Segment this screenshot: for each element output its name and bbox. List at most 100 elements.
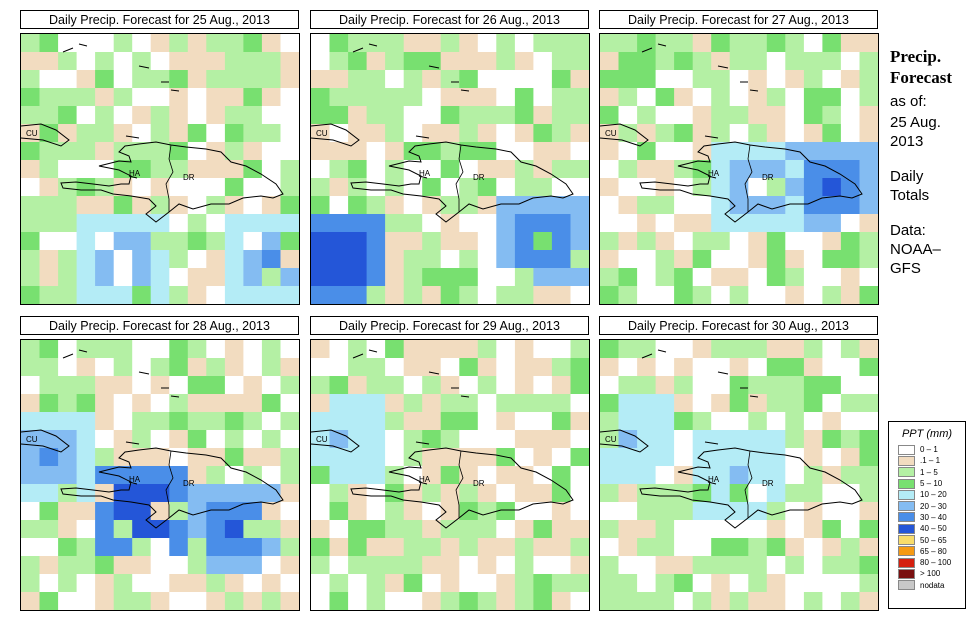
precip-cell	[280, 52, 299, 71]
precip-cell	[261, 268, 281, 287]
precip-cell	[113, 466, 133, 485]
precip-cell	[243, 286, 263, 304]
precip-cell	[329, 484, 349, 503]
precip-cell	[496, 520, 516, 539]
precip-cell	[803, 376, 823, 395]
precip-cell	[840, 430, 860, 449]
precip-cell	[766, 520, 786, 539]
precip-cell	[533, 106, 553, 125]
precip-cell	[803, 556, 823, 575]
precip-cell	[169, 502, 189, 521]
precip-cell	[206, 556, 226, 575]
precip-cell	[422, 574, 442, 593]
precip-cell	[261, 430, 281, 449]
precip-cell	[674, 196, 694, 215]
precip-cell	[261, 412, 281, 431]
legend-item: 20 – 30	[898, 500, 965, 512]
precip-cell	[514, 268, 534, 287]
precip-cell	[785, 466, 805, 485]
gonave-outline	[418, 481, 428, 485]
precip-cell	[187, 484, 207, 503]
precip-cell	[440, 34, 460, 53]
legend-label: 10 – 20	[920, 490, 947, 500]
precip-cell	[674, 448, 694, 467]
precip-cell	[570, 232, 589, 251]
precip-cell	[76, 88, 96, 107]
precip-cell	[692, 592, 712, 610]
precip-cell	[243, 70, 263, 89]
precip-cell	[822, 520, 842, 539]
precip-cell	[39, 214, 59, 233]
precip-cell	[403, 340, 423, 359]
precip-cell	[600, 448, 619, 467]
precip-cell	[459, 358, 479, 377]
precip-cell	[21, 394, 40, 413]
map-svg: CU HA DR	[21, 34, 299, 304]
precip-cell	[551, 574, 571, 593]
precip-cell	[477, 592, 497, 610]
precip-cell	[748, 214, 768, 233]
precip-cell	[206, 106, 226, 125]
precip-cell	[329, 88, 349, 107]
precip-cell	[551, 466, 571, 485]
precip-cell	[822, 214, 842, 233]
precip-cell	[280, 160, 299, 179]
precip-cell	[58, 592, 78, 610]
precip-cell	[711, 592, 731, 610]
precip-cell	[39, 592, 59, 610]
precip-cell	[514, 142, 534, 161]
precip-cell	[711, 430, 731, 449]
precip-cell	[570, 214, 589, 233]
precip-cell	[859, 52, 878, 71]
precip-cell	[674, 124, 694, 143]
precip-cell	[366, 556, 386, 575]
precip-cell	[803, 340, 823, 359]
precip-cell	[514, 88, 534, 107]
precip-cell	[187, 556, 207, 575]
precip-cell	[385, 142, 405, 161]
precip-cell	[459, 268, 479, 287]
precip-cell	[39, 358, 59, 377]
precip-cell	[385, 106, 405, 125]
precip-cell	[822, 430, 842, 449]
precip-cell	[311, 412, 330, 431]
precip-cell	[385, 340, 405, 359]
precip-cell	[570, 52, 589, 71]
precip-cell	[859, 502, 878, 521]
precip-cell	[39, 34, 59, 53]
precip-cell	[551, 34, 571, 53]
precip-cell	[477, 70, 497, 89]
precip-cell	[113, 196, 133, 215]
side-info: Precip. Forecast as of: 25 Aug. 2013 Dai…	[890, 46, 972, 278]
precip-cell	[58, 394, 78, 413]
precip-cell	[76, 430, 96, 449]
precip-cell	[113, 160, 133, 179]
precip-cell	[711, 412, 731, 431]
precip-cell	[224, 412, 244, 431]
precip-cell	[311, 178, 330, 197]
precip-cell	[655, 538, 675, 557]
precip-cell	[459, 70, 479, 89]
precip-cell	[113, 34, 133, 53]
precip-cell	[132, 412, 152, 431]
precip-cell	[224, 394, 244, 413]
precip-cell	[477, 538, 497, 557]
precip-cell	[803, 34, 823, 53]
precip-cell	[187, 124, 207, 143]
precip-cell	[280, 286, 299, 304]
legend-swatch	[898, 523, 915, 534]
precip-cell	[169, 124, 189, 143]
precip-cell	[280, 124, 299, 143]
precip-cell	[637, 358, 657, 377]
precip-cell	[655, 268, 675, 287]
precip-cell	[224, 52, 244, 71]
precip-cell	[859, 196, 878, 215]
precip-cell	[169, 430, 189, 449]
precip-cell	[637, 178, 657, 197]
precip-cell	[570, 376, 589, 395]
precip-cell	[329, 232, 349, 251]
precip-cell	[618, 286, 638, 304]
precip-cell	[261, 124, 281, 143]
precip-cell	[729, 124, 749, 143]
precip-cell	[477, 232, 497, 251]
